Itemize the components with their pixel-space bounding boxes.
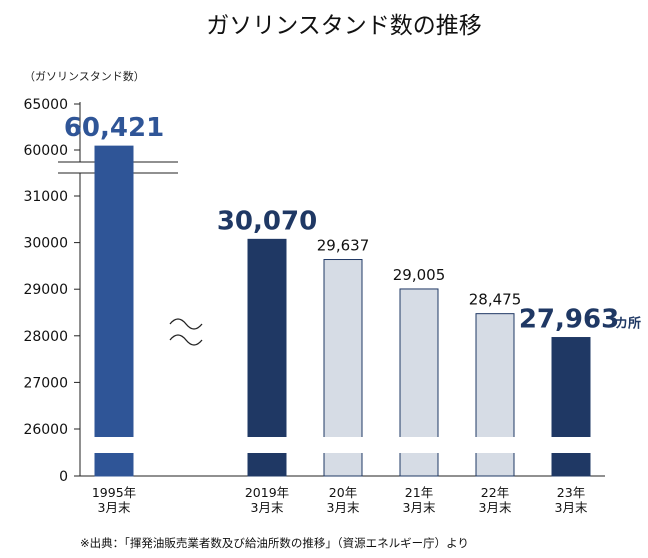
x-tick-label: 3月末 [98,500,131,515]
data-label: 28,475 [469,291,522,309]
data-label: 27,963 [519,305,619,335]
data-label: 29,637 [317,237,370,255]
y-tick-label: 65000 [23,97,68,113]
x-tick-label: 3月末 [479,500,512,515]
x-tick-label: 3月末 [403,500,436,515]
wave-break-symbol-bottom [169,334,203,346]
chart-title: ガソリンスタンド数の推移 [206,13,482,39]
x-tick-label: 23年 [557,485,585,500]
bar-break-gap [247,437,287,453]
axes: 65000 60000 31000 30000 29000 28000 27000 26000… [23,97,605,515]
bar [94,145,134,477]
x-tick-label: 20年 [329,485,357,500]
source-note: ※出典：「揮発油販売業者数及び給油所数の推移」（資源エネルギー庁）より [80,536,469,550]
x-tick-label: 3月末 [327,500,360,515]
y-tick-label: 31000 [23,189,68,205]
bar-break-gap [399,437,439,453]
x-tick-label: 1995年 [92,485,136,500]
bar-break-gap [475,437,515,453]
bar-break-gap [323,437,363,453]
y-tick-label: 28000 [23,329,68,345]
data-label: 60,421 [64,113,164,143]
wave-break-symbol-top [169,318,203,330]
bars [94,145,591,477]
y-tick-label: 26000 [23,422,68,438]
data-label-suffix: カ所 [615,316,641,332]
bar-break-gap [551,437,591,453]
y-axis-label: （ガソリンスタンド数） [24,70,145,83]
data-label: 30,070 [217,206,317,236]
x-tick-label: 22年 [481,485,509,500]
y-tick-label: 29000 [23,282,68,298]
y-tick-label: 27000 [23,375,68,391]
data-label: 29,005 [393,266,446,284]
bar [247,238,287,477]
bar-break-gap [94,437,134,453]
bar [551,337,591,477]
y-tick-label: 60000 [23,143,68,159]
x-tick-label: 3月末 [555,500,588,515]
x-tick-label: 3月末 [251,500,284,515]
x-tick-label: 2019年 [245,485,289,500]
y-tick-label: 30000 [23,236,68,252]
y-tick-label: 0 [59,469,68,485]
x-tick-label: 21年 [405,485,433,500]
